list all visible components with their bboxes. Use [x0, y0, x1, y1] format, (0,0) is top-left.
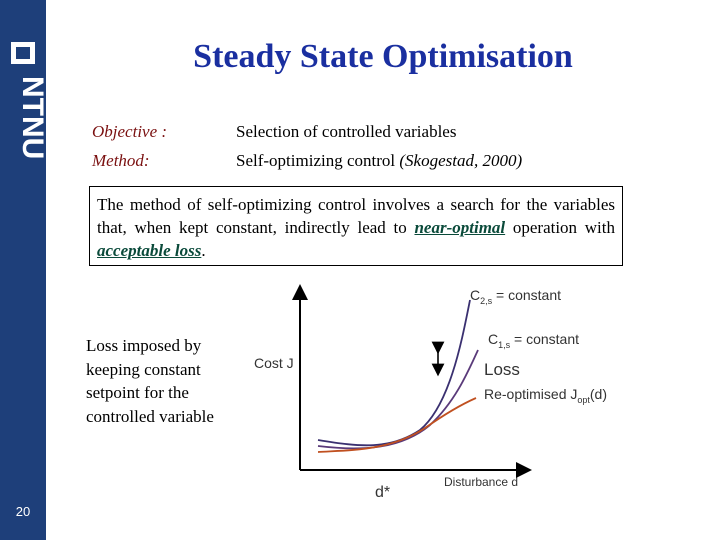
page-number: 20	[15, 504, 31, 519]
svg-text:NTNU: NTNU	[16, 76, 44, 159]
near-optimal-emphasis: near-optimal	[414, 218, 506, 237]
description-part1: The method of self-optimizing control in…	[97, 195, 615, 237]
loss-label: Loss	[484, 360, 520, 379]
method-text: Self-optimizing control	[236, 151, 396, 170]
sidebar: NTNU 20	[0, 0, 46, 540]
reoptimised-label: Re-optimised Jopt(d)	[484, 386, 607, 405]
curve-c1-constant	[317, 349, 479, 450]
curve-c2-constant	[317, 299, 471, 447]
ntnu-logo: NTNU	[11, 42, 44, 159]
slide-title: Steady State Optimisation	[193, 38, 573, 75]
description-box: The method of self-optimizing control in…	[89, 186, 623, 266]
curve-c1-label: C1,s = constant	[488, 331, 579, 350]
y-axis-label: Cost J	[254, 355, 294, 371]
acceptable-loss-emphasis: acceptable loss	[97, 241, 202, 260]
x-axis-label: Disturbance d	[444, 475, 518, 489]
objective-label: Objective :	[92, 122, 168, 141]
description-part2: operation with	[505, 218, 616, 237]
method-citation: (Skogestad, 2000)	[399, 151, 523, 170]
d-star-label: d*	[375, 484, 390, 501]
loss-note: Loss imposed by keeping constant setpoin…	[86, 336, 214, 426]
objective-value: Selection of controlled variables	[236, 122, 457, 141]
method-value: Self-optimizing control (Skogestad, 2000…	[236, 151, 522, 171]
curve-reoptimised	[317, 397, 477, 453]
curve-c2-label: C2,s = constant	[470, 287, 561, 306]
method-label: Method:	[92, 151, 150, 170]
description-part3: .	[201, 241, 206, 260]
